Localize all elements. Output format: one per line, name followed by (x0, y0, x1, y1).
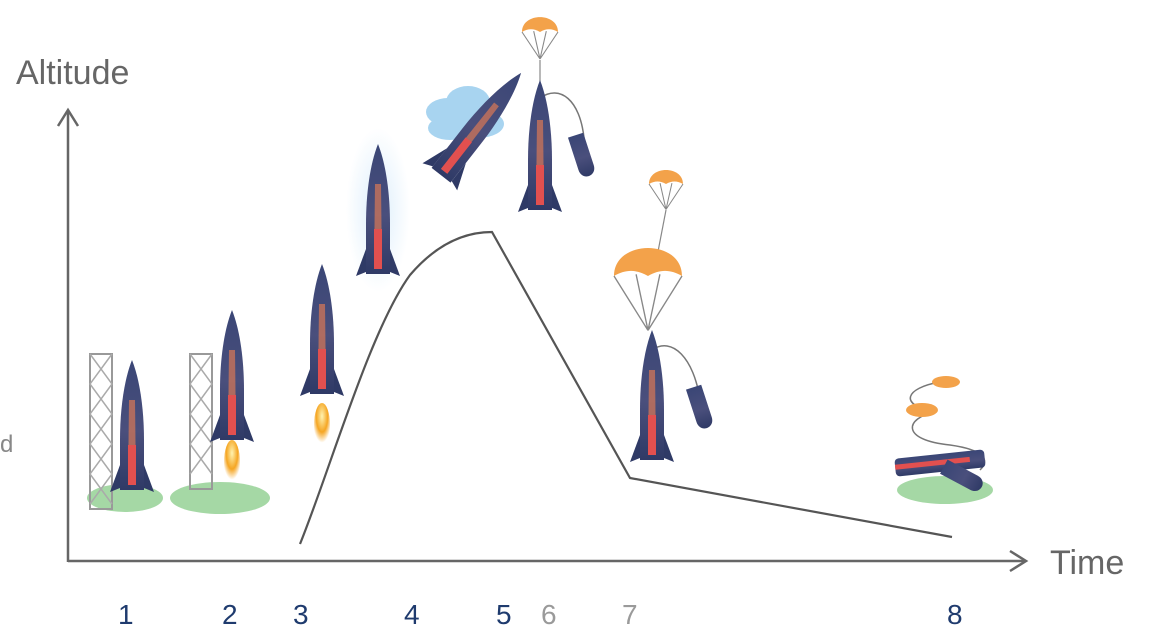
stage-3-liftoff (300, 264, 344, 447)
x-axis (68, 549, 1029, 573)
launch-tower-icon (189, 353, 213, 490)
flame-icon (314, 403, 330, 447)
launch-tower-icon (89, 353, 113, 510)
stage-6-drogue-deploy (518, 16, 595, 212)
stage-label-7: 7 (622, 599, 638, 629)
launch-pad-icon (170, 482, 270, 514)
stage-label-3: 3 (293, 599, 309, 629)
parachute-icon (648, 169, 684, 211)
y-axis-label: Altitude (16, 54, 129, 92)
stage-4-ascent (346, 128, 410, 292)
parachute-icon (613, 247, 683, 331)
launch-pad-icon (87, 484, 163, 512)
stage-1-launch-tower (87, 353, 163, 512)
y-axis (56, 107, 80, 562)
rocket-icon (110, 360, 154, 492)
rocket-icon (630, 330, 674, 462)
stage-label-8: 8 (947, 599, 963, 629)
rocket-icon (300, 264, 344, 396)
rocket-icon (518, 80, 562, 212)
stage-7-main-descent (613, 169, 713, 462)
rocket-icon (210, 310, 254, 442)
parachute-icon (521, 16, 559, 60)
trajectory-curve (298, 230, 953, 545)
x-axis-label: Time (1050, 544, 1124, 582)
stage-2-ignition (170, 310, 270, 514)
stage-label-5: 5 (496, 599, 512, 629)
side-label: d (0, 431, 13, 458)
flame-icon (224, 440, 240, 484)
stage-label-1: 1 (118, 599, 134, 629)
stage-label-2: 2 (222, 599, 238, 629)
parachute-icon (906, 403, 938, 417)
stage-8-landing (894, 376, 993, 504)
stage-label-6: 6 (541, 599, 557, 629)
stage-label-4: 4 (404, 599, 420, 629)
stage-5-apogee (422, 59, 539, 191)
parachute-icon (932, 376, 960, 388)
